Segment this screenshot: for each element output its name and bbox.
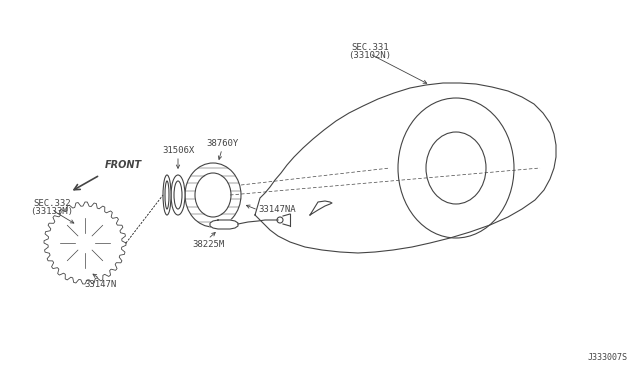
- Ellipse shape: [165, 181, 169, 209]
- Text: 33147NA: 33147NA: [258, 205, 296, 215]
- Text: 33147N: 33147N: [84, 280, 116, 289]
- Text: SEC.332: SEC.332: [33, 199, 71, 208]
- Ellipse shape: [185, 163, 241, 227]
- Text: (33102N): (33102N): [349, 51, 392, 60]
- Circle shape: [75, 233, 95, 253]
- Polygon shape: [44, 202, 126, 284]
- Text: J333007S: J333007S: [588, 353, 628, 362]
- Ellipse shape: [171, 175, 185, 215]
- Ellipse shape: [163, 175, 171, 215]
- Text: SEC.331: SEC.331: [351, 43, 389, 52]
- Text: FRONT: FRONT: [105, 160, 142, 170]
- Text: 38225M: 38225M: [192, 240, 224, 249]
- Circle shape: [60, 218, 110, 268]
- Polygon shape: [210, 220, 238, 229]
- Text: (33133M): (33133M): [31, 207, 74, 216]
- Text: 31506X: 31506X: [162, 146, 194, 155]
- Ellipse shape: [174, 181, 182, 209]
- Text: 38760Y: 38760Y: [206, 139, 238, 148]
